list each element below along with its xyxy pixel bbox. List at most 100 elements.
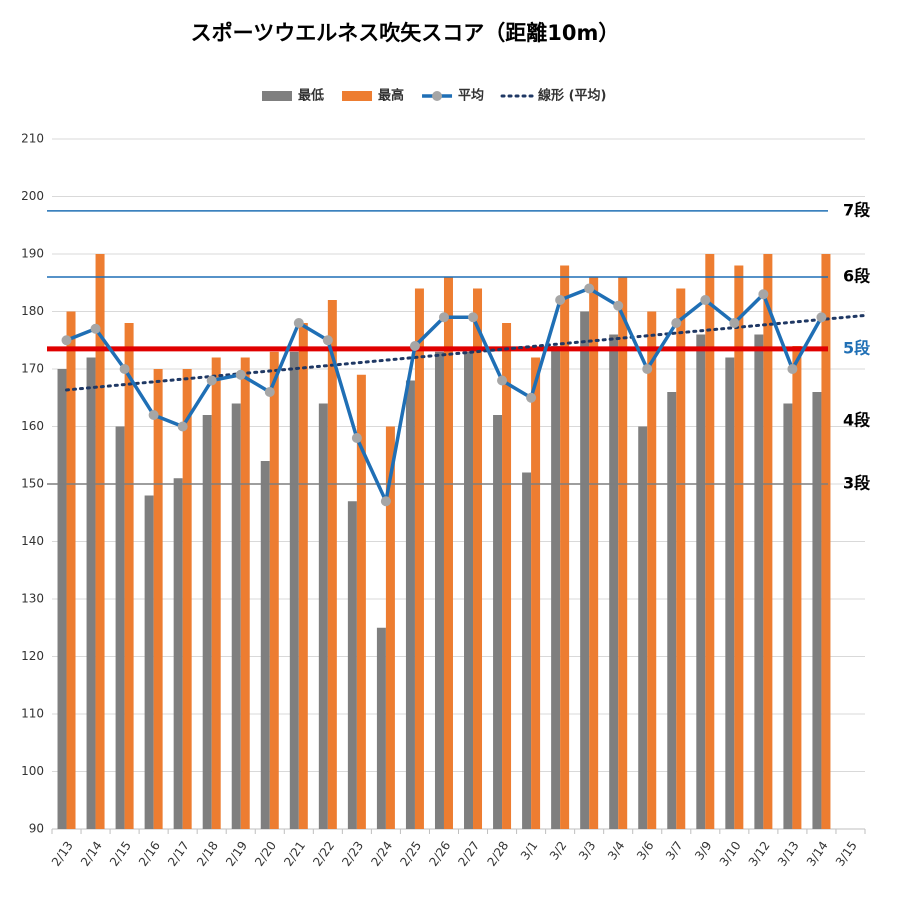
bar bbox=[414, 288, 424, 829]
legend-label: 最高 bbox=[378, 88, 404, 104]
marker bbox=[322, 335, 333, 346]
bar bbox=[347, 501, 357, 829]
bar bbox=[202, 415, 212, 829]
marker bbox=[351, 433, 362, 443]
bar bbox=[531, 357, 541, 829]
y-tick-label: 100 bbox=[21, 764, 44, 778]
bar bbox=[560, 265, 570, 829]
bar bbox=[676, 288, 686, 829]
x-tick-label: 3/7 bbox=[663, 839, 686, 863]
marker bbox=[584, 283, 595, 294]
bar bbox=[211, 357, 221, 829]
x-tick-label: 2/28 bbox=[484, 839, 511, 869]
reference-label: 6段 bbox=[843, 267, 871, 286]
marker bbox=[380, 496, 391, 507]
bar bbox=[638, 426, 648, 829]
bar bbox=[144, 495, 154, 829]
bar bbox=[763, 254, 773, 829]
marker bbox=[206, 375, 217, 386]
x-tick-label: 2/18 bbox=[194, 839, 221, 869]
bar bbox=[580, 311, 590, 829]
x-tick-label: 2/20 bbox=[252, 839, 279, 869]
bar bbox=[327, 300, 337, 829]
y-tick-label: 170 bbox=[21, 362, 44, 376]
y-tick-label: 130 bbox=[21, 592, 44, 606]
trendline bbox=[65, 313, 867, 392]
x-tick-label: 3/12 bbox=[746, 839, 773, 869]
x-tick-label: 3/15 bbox=[833, 839, 860, 869]
bar bbox=[260, 461, 270, 829]
x-tick-label: 3/4 bbox=[605, 839, 628, 863]
bar bbox=[589, 277, 599, 829]
bar bbox=[57, 369, 67, 829]
reference-label: 7段 bbox=[843, 200, 871, 219]
bar bbox=[725, 357, 735, 829]
marker bbox=[409, 341, 420, 351]
x-tick-label: 3/1 bbox=[518, 839, 541, 863]
bar bbox=[493, 415, 503, 829]
x-tick-label: 2/22 bbox=[310, 839, 337, 869]
marker bbox=[613, 300, 624, 311]
marker bbox=[148, 410, 159, 420]
bar bbox=[667, 392, 677, 829]
marker bbox=[61, 335, 72, 346]
marker bbox=[700, 295, 711, 305]
marker bbox=[787, 364, 798, 374]
chart-title: スポーツウエルネス吹矢スコア（距離10m） bbox=[191, 21, 620, 45]
legend-swatch bbox=[342, 91, 373, 101]
y-tick-label: 150 bbox=[21, 477, 44, 491]
bar bbox=[792, 346, 802, 829]
bar bbox=[502, 323, 512, 829]
legend-swatch bbox=[262, 91, 292, 101]
bar bbox=[405, 380, 415, 829]
bar bbox=[434, 351, 444, 829]
marker bbox=[816, 312, 827, 323]
bar bbox=[66, 311, 76, 829]
bar bbox=[647, 311, 657, 829]
legend-swatch bbox=[432, 91, 443, 101]
reference-label: 4段 bbox=[843, 410, 871, 429]
marker bbox=[758, 289, 769, 300]
marker bbox=[555, 295, 566, 305]
bar bbox=[182, 369, 192, 829]
x-tick-label: 2/25 bbox=[397, 839, 424, 869]
y-tick-label: 110 bbox=[21, 707, 44, 721]
marker bbox=[526, 392, 537, 403]
x-tick-label: 2/24 bbox=[368, 839, 395, 869]
bar bbox=[443, 277, 453, 829]
bar bbox=[464, 351, 474, 829]
x-tick-label: 3/13 bbox=[775, 839, 802, 869]
y-tick-label: 190 bbox=[21, 247, 44, 261]
bar bbox=[289, 351, 299, 829]
x-tick-label: 2/15 bbox=[107, 839, 134, 869]
y-tick-label: 180 bbox=[21, 304, 44, 318]
bar bbox=[173, 478, 183, 829]
bar bbox=[609, 334, 619, 829]
marker bbox=[642, 364, 653, 374]
bar bbox=[376, 627, 386, 829]
x-tick-label: 2/21 bbox=[281, 839, 308, 869]
bar bbox=[95, 254, 105, 829]
x-tick-label: 2/27 bbox=[455, 839, 482, 869]
y-tick-label: 120 bbox=[21, 649, 44, 663]
bar bbox=[318, 403, 328, 829]
y-tick-label: 200 bbox=[21, 189, 44, 203]
marker bbox=[438, 312, 449, 323]
bar bbox=[551, 346, 561, 829]
legend-label: 平均 bbox=[458, 88, 484, 104]
bar bbox=[754, 334, 764, 829]
marker bbox=[235, 369, 246, 380]
bar bbox=[522, 472, 532, 829]
marker bbox=[177, 421, 188, 432]
x-tick-label: 2/16 bbox=[136, 839, 163, 869]
bar bbox=[115, 426, 125, 829]
x-tick-label: 2/23 bbox=[339, 839, 366, 869]
bar bbox=[269, 351, 279, 829]
y-tick-label: 90 bbox=[29, 822, 44, 836]
reference-label: 3段 bbox=[843, 474, 871, 493]
bar bbox=[705, 254, 715, 829]
marker bbox=[293, 318, 304, 328]
bar bbox=[153, 369, 163, 829]
marker bbox=[671, 318, 682, 328]
